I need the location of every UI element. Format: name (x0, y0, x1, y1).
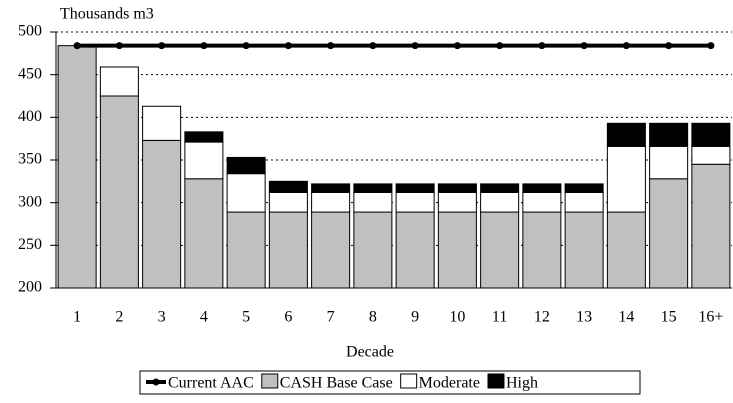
line-marker (411, 42, 419, 50)
line-marker (242, 42, 250, 50)
line-marker (73, 42, 81, 50)
y-tick-label: 250 (18, 236, 42, 253)
legend-box (139, 370, 641, 395)
bar-segment (353, 183, 393, 193)
bar-segment (184, 131, 224, 143)
x-tick-label: 3 (158, 309, 166, 326)
line-marker (327, 42, 335, 50)
x-tick-label: 16+ (698, 309, 723, 326)
line-marker (369, 42, 377, 50)
bar-segment (184, 178, 224, 289)
bar-segment (268, 191, 308, 213)
bar-segment (522, 183, 562, 193)
legend-label: Moderate (419, 375, 480, 392)
y-axis-label: Thousands m3 (60, 6, 154, 23)
bar-segment (57, 45, 97, 289)
bar-segment (184, 141, 224, 180)
bar-segment (437, 211, 477, 289)
bar-segment (142, 139, 182, 289)
line-marker (158, 42, 166, 50)
line-marker (453, 42, 461, 50)
line-marker (284, 42, 292, 50)
bar-segment (437, 183, 477, 193)
bar-segment (649, 178, 689, 289)
y-tick-label: 500 (18, 23, 42, 40)
x-tick-label: 12 (534, 309, 550, 326)
bar-segment (311, 191, 351, 213)
y-tick-label: 350 (18, 151, 42, 168)
bar-segment (691, 145, 731, 165)
legend-swatch (400, 373, 418, 389)
bar-segment (564, 191, 604, 213)
line-marker (538, 42, 546, 50)
bar-segment (564, 211, 604, 289)
x-tick-label: 15 (661, 309, 677, 326)
bar-segment (353, 191, 393, 213)
y-tick-label: 450 (18, 65, 42, 82)
x-tick-label: 10 (449, 309, 465, 326)
bar-segment (691, 122, 731, 147)
x-tick-label: 7 (327, 309, 335, 326)
bar-segment (395, 183, 435, 193)
bar-segment (522, 191, 562, 213)
x-tick-label: 1 (73, 309, 81, 326)
bar-segment (268, 211, 308, 289)
bar-segment (691, 163, 731, 289)
line-marker (622, 42, 630, 50)
legend-label: High (506, 375, 538, 392)
x-tick-label: 8 (369, 309, 377, 326)
bar-segment (606, 211, 646, 289)
line-marker (496, 42, 504, 50)
bar-segment (142, 105, 182, 141)
bar-segment (226, 211, 266, 289)
x-tick-label: 9 (411, 309, 419, 326)
bar-segment (353, 211, 393, 289)
line-marker (200, 42, 208, 50)
y-tick-label: 400 (18, 108, 42, 125)
bar-segment (522, 211, 562, 289)
line-marker (707, 42, 715, 50)
legend-label: CASH Base Case (280, 375, 393, 392)
line-marker (115, 42, 123, 50)
bar-segment (649, 145, 689, 180)
y-tick-label: 300 (18, 193, 42, 210)
bar-segment (480, 183, 520, 193)
bar-segment (226, 156, 266, 175)
x-tick-label: 5 (242, 309, 250, 326)
line-marker (580, 42, 588, 50)
bar-segment (606, 145, 646, 213)
bar-segment (395, 191, 435, 213)
bar-segment (311, 211, 351, 289)
bar-segment (564, 183, 604, 193)
legend-marker (152, 378, 160, 386)
bar-segment (606, 122, 646, 147)
bar-segment (99, 66, 139, 97)
legend-swatch (487, 373, 505, 389)
x-tick-label: 13 (576, 309, 592, 326)
y-tick-label: 200 (18, 279, 42, 296)
x-axis-label: Decade (346, 344, 394, 361)
bar-segment (311, 183, 351, 193)
x-tick-label: 2 (115, 309, 123, 326)
bar-segment (395, 211, 435, 289)
bar-segment (99, 95, 139, 289)
bar-segment (480, 191, 520, 213)
x-tick-label: 11 (492, 309, 507, 326)
line-marker (665, 42, 673, 50)
x-tick-label: 14 (618, 309, 634, 326)
legend-label: Current AAC (168, 375, 254, 392)
x-tick-label: 6 (284, 309, 292, 326)
bar-segment (649, 122, 689, 147)
bar-segment (268, 180, 308, 193)
bar-segment (226, 173, 266, 213)
bar-segment (437, 191, 477, 213)
x-tick-label: 4 (200, 309, 208, 326)
legend-swatch (261, 373, 279, 389)
bar-segment (480, 211, 520, 289)
